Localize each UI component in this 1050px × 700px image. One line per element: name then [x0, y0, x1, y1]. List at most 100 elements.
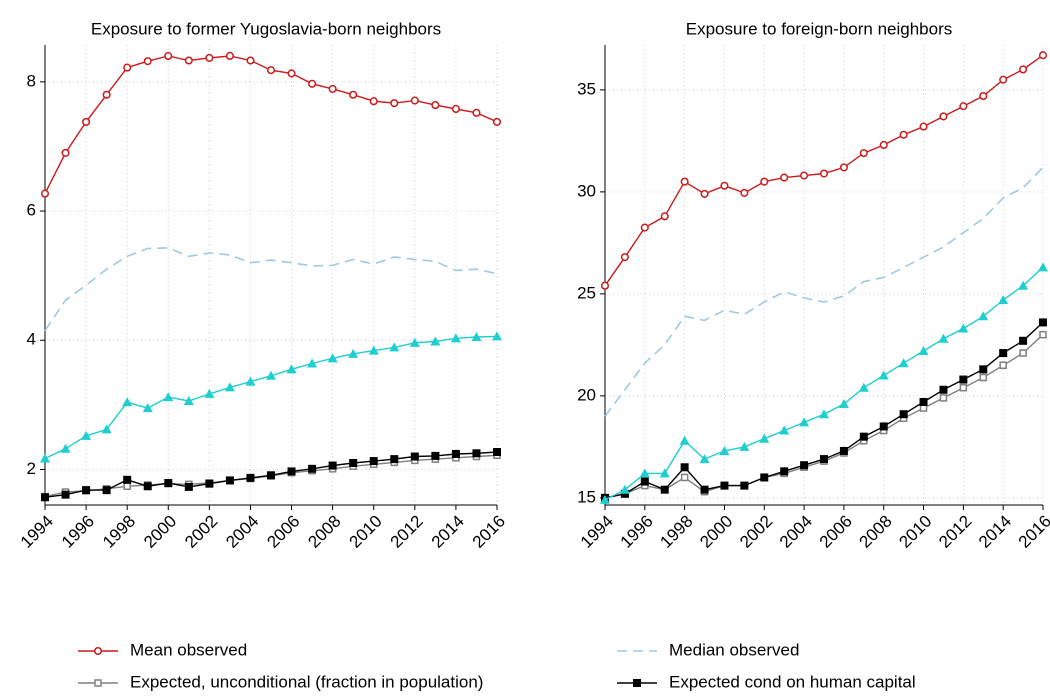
- point: [246, 56, 255, 65]
- point: [640, 223, 649, 232]
- point: [839, 446, 848, 455]
- point: [859, 432, 868, 441]
- point: [307, 358, 318, 368]
- point: [979, 91, 988, 101]
- point: [143, 482, 152, 491]
- point: [859, 149, 868, 158]
- point: [679, 435, 690, 445]
- panel: Exposure to former Yugoslavia-born neigh…: [17, 19, 509, 551]
- point: [163, 392, 174, 402]
- x-tick-label: 2004: [222, 512, 262, 552]
- x-tick-label: 2010: [895, 512, 935, 552]
- point: [600, 281, 610, 290]
- point: [348, 348, 359, 358]
- point: [918, 345, 929, 355]
- point: [123, 475, 132, 484]
- point: [939, 394, 948, 402]
- series-line: [604, 166, 1044, 417]
- point: [898, 358, 909, 368]
- point: [101, 424, 112, 434]
- x-tick-label: 2006: [816, 512, 856, 552]
- point: [102, 90, 111, 99]
- point: [879, 140, 888, 150]
- point: [1038, 51, 1048, 60]
- point: [82, 486, 91, 495]
- point: [799, 417, 810, 427]
- point: [600, 494, 610, 504]
- point: [1039, 318, 1047, 327]
- point: [286, 364, 297, 374]
- x-tick-label: 2014: [428, 512, 468, 552]
- point: [431, 101, 440, 110]
- point: [819, 169, 829, 178]
- point: [471, 332, 482, 342]
- point: [720, 481, 729, 490]
- point: [246, 473, 255, 482]
- x-tick-label: 2012: [935, 512, 975, 552]
- point: [328, 461, 337, 470]
- point: [739, 441, 750, 451]
- point: [142, 403, 153, 413]
- point: [819, 409, 829, 419]
- point: [838, 399, 849, 409]
- point: [660, 212, 669, 221]
- point: [61, 490, 70, 499]
- point: [122, 397, 133, 407]
- point: [183, 395, 194, 405]
- point: [620, 253, 629, 262]
- point: [102, 486, 111, 495]
- legend-label: Mean observed: [130, 640, 247, 659]
- point: [81, 430, 92, 440]
- point: [919, 404, 928, 412]
- point: [740, 481, 749, 490]
- series-line: [44, 335, 498, 460]
- point: [451, 104, 460, 114]
- point: [205, 479, 214, 488]
- point: [409, 337, 420, 347]
- point: [205, 53, 214, 62]
- y-tick-label: 6: [27, 201, 36, 220]
- point: [719, 445, 730, 455]
- point: [40, 189, 50, 198]
- point: [308, 464, 317, 473]
- x-tick-label: 2002: [736, 512, 776, 552]
- point: [369, 97, 378, 106]
- point: [939, 112, 948, 121]
- x-tick-label: 2008: [304, 512, 344, 552]
- point: [978, 311, 989, 321]
- point: [720, 181, 729, 190]
- y-tick-label: 30: [577, 181, 596, 200]
- point: [184, 56, 193, 65]
- legend-label: Expected, unconditional (fraction in pop…: [130, 672, 483, 691]
- point: [430, 336, 441, 346]
- y-tick-label: 35: [577, 79, 596, 98]
- point: [959, 375, 968, 384]
- point: [700, 189, 709, 198]
- point: [492, 117, 502, 126]
- point: [245, 376, 256, 386]
- point: [492, 331, 502, 341]
- point: [998, 294, 1009, 304]
- x-tick-label: 2008: [856, 512, 896, 552]
- point: [143, 57, 152, 66]
- point: [700, 485, 709, 494]
- point: [266, 370, 276, 380]
- point: [225, 476, 234, 485]
- point: [287, 467, 296, 476]
- x-tick-label: 2016: [469, 512, 509, 552]
- point: [472, 449, 481, 458]
- point: [680, 177, 689, 186]
- x-tick-label: 2016: [1015, 512, 1050, 552]
- point: [1019, 336, 1028, 345]
- point: [82, 117, 91, 126]
- point: [760, 473, 769, 482]
- point: [287, 69, 296, 78]
- point: [40, 453, 50, 463]
- y-tick-label: 15: [577, 487, 596, 506]
- point: [450, 333, 461, 343]
- point: [780, 467, 789, 476]
- point: [1018, 280, 1029, 290]
- x-tick-label: 2014: [975, 512, 1015, 552]
- x-tick-label: 2000: [696, 512, 736, 552]
- y-tick-label: 25: [577, 283, 596, 302]
